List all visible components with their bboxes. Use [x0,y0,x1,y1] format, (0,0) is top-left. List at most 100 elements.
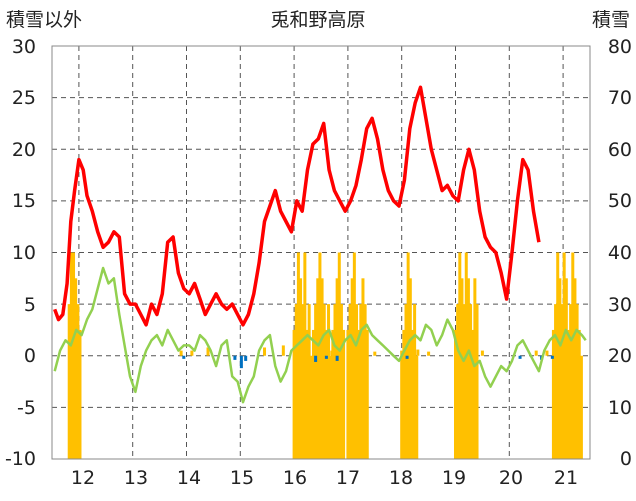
other-bar [518,355,522,359]
x-tick-labels: 12 13 14 15 16 17 18 19 20 21 [71,467,578,489]
snow-bar [69,252,73,459]
snow-bar [466,278,470,459]
snow-bar [564,278,568,459]
right-tick-label: 80 [608,36,632,58]
snow-bar [400,355,404,459]
snow-bar [335,278,339,459]
snow-bar [462,304,466,459]
snow-bar [324,329,328,459]
other-bar [330,350,334,356]
other-bar [324,355,328,359]
snow-bar [413,304,417,459]
snow-bar [329,355,333,459]
snow-bar [350,278,354,459]
snow-bar [299,278,303,459]
snow-bar [571,252,575,459]
snow-bar [78,329,82,459]
snow-bar [320,278,324,459]
other-bar [206,347,210,356]
other-bar [244,355,248,361]
right-tick-labels: 80 70 60 50 40 30 20 10 0 [608,36,632,470]
snow-bar [301,304,305,459]
snow-bar [292,329,296,459]
snow-bar [473,278,477,459]
other-bar [233,355,237,360]
snow-bar [72,252,76,459]
plot-frame [51,45,591,460]
snow-bar [357,329,361,459]
snow-bar [562,252,566,459]
snow-bar [316,278,320,459]
snow-bar [365,329,369,459]
snow-bar [294,304,298,459]
snow-bar [469,304,473,459]
snow-bar [307,304,311,459]
right-tick-label: 40 [608,242,632,264]
left-tick-label: -10 [5,448,36,470]
other-bar [405,355,409,359]
snow-bar [314,304,318,459]
other-bar [534,350,538,356]
snow-bar [566,329,570,459]
snow-bar [359,304,363,459]
chart-title: 兎和野高原 [270,9,365,31]
snow-bar [76,304,80,459]
snow-bar [348,304,352,459]
snow-bar [363,304,367,459]
right-tick-label: 50 [608,190,632,212]
other-bar [373,351,377,356]
left-tick-label: 5 [24,294,36,316]
snow-bar [575,304,579,459]
other-bar [550,355,554,359]
right-tick-label: 70 [608,87,632,109]
snow-bar [460,278,464,459]
snow-bar [333,304,337,459]
x-tick-label: 17 [336,467,360,489]
x-tick-label: 21 [554,467,578,489]
snow-bar [554,304,558,459]
other-bar [362,347,366,356]
other-bar [314,355,318,362]
snow-bar [408,278,412,459]
snow-bar [74,278,78,459]
other-bar [263,347,267,356]
other-bar [351,350,355,356]
snow-bar [415,355,419,459]
other-bar [190,350,194,356]
left-tick-label: -5 [17,397,36,419]
other-bar [480,350,484,356]
red-series-line [53,85,541,327]
snow-bar [322,304,326,459]
snow-bar [339,304,343,459]
left-axis-label: 積雪以外 [6,9,82,31]
snow-bar [551,329,555,459]
other-bar [303,347,307,356]
other-bar [239,355,243,369]
snow-bar [311,329,315,459]
left-tick-label: 15 [12,190,36,212]
snow-bar [456,304,460,459]
snow-bar [573,278,577,459]
x-tick-label: 12 [71,467,95,489]
right-tick-label: 30 [608,294,632,316]
right-tick-label: 0 [620,448,632,470]
snow-bar [454,329,457,459]
right-tick-label: 60 [608,139,632,161]
right-axis-label: 積雪 [592,9,630,31]
other-bar [319,349,323,356]
snow-bar [331,329,335,459]
right-tick-label: 10 [608,397,632,419]
snow-bar [404,304,408,459]
other-bar [416,349,420,356]
snow-bar [296,252,300,459]
x-tick-label: 18 [389,467,413,489]
bar-series [67,252,583,459]
snow-bar [361,278,365,459]
other-bar [335,355,339,361]
line-series [53,85,587,404]
snow-bar [569,304,573,459]
left-tick-label: 25 [12,87,36,109]
x-tick-label: 14 [177,467,201,489]
other-bar [182,355,186,359]
